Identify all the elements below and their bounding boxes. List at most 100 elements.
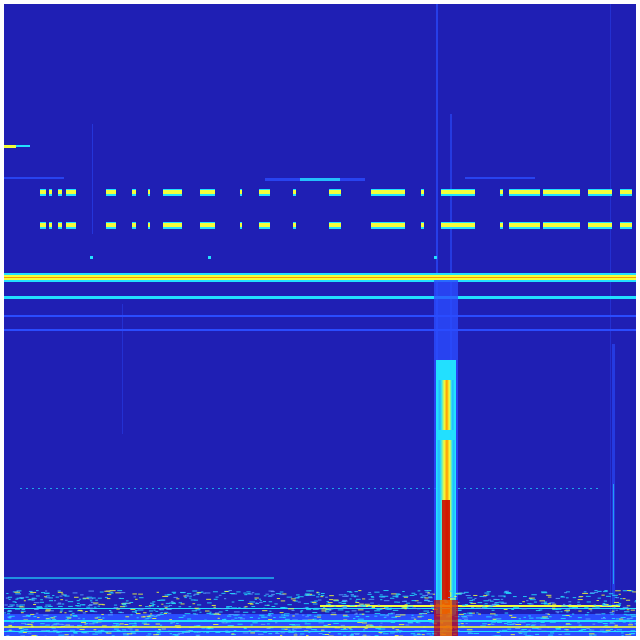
noise-speck — [613, 629, 617, 631]
noise-speck — [476, 612, 479, 614]
dash — [40, 190, 46, 194]
noise-speck — [357, 605, 363, 607]
noise-speck — [379, 614, 386, 616]
noise-speck — [283, 617, 286, 619]
noise-speck — [164, 607, 168, 609]
noise-speck — [67, 617, 72, 619]
noise-speck — [229, 593, 236, 595]
noise-speck — [600, 617, 607, 619]
noise-speck — [108, 592, 114, 594]
vertical-line — [610, 4, 611, 636]
noise-speck — [292, 630, 297, 632]
noise-speck — [46, 595, 50, 597]
noise-speck — [145, 618, 149, 620]
noise-speck — [31, 634, 37, 636]
noise-speck — [522, 601, 525, 603]
noise-speck — [421, 630, 427, 632]
noise-speck — [167, 612, 172, 614]
noise-speck — [424, 599, 429, 601]
dot — [140, 488, 142, 489]
noise-speck — [189, 595, 192, 597]
noise-speck — [166, 605, 171, 607]
noise-speck — [270, 591, 275, 593]
noise-speck — [203, 592, 206, 594]
dash — [500, 223, 503, 227]
noise-speck — [409, 594, 415, 596]
noise-speck — [45, 624, 50, 626]
noise-speck — [360, 604, 367, 606]
noise-speck — [312, 608, 319, 610]
noise-speck — [579, 596, 584, 598]
noise-speck — [45, 610, 50, 612]
noise-speck — [21, 622, 27, 624]
noise-speck — [288, 631, 295, 633]
noise-speck — [463, 591, 469, 593]
noise-speck — [118, 611, 122, 613]
noise-speck — [468, 632, 472, 634]
noise-speck — [389, 597, 395, 599]
noise-speck — [333, 600, 340, 602]
noise-speck — [565, 623, 570, 625]
dot — [62, 488, 64, 489]
noise-speck — [602, 602, 606, 604]
noise-speck — [376, 608, 382, 610]
noise-speck — [7, 596, 13, 598]
noise-speck — [395, 594, 399, 596]
noise-speck — [427, 601, 433, 603]
dot — [212, 488, 214, 489]
noise-speck — [56, 632, 60, 634]
noise-speck — [286, 596, 293, 598]
noise-speck — [34, 608, 39, 610]
noise-speck — [64, 634, 69, 636]
noise-speck — [317, 594, 321, 596]
noise-speck — [279, 616, 285, 618]
noise-speck — [221, 608, 225, 610]
dot — [290, 488, 292, 489]
noise-speck — [174, 625, 181, 627]
noise-speck — [23, 628, 29, 630]
noise-speck — [262, 610, 268, 612]
noise-speck — [306, 590, 311, 592]
noise-speck — [506, 623, 512, 625]
noise-speck — [589, 629, 592, 631]
noise-speck — [249, 601, 255, 603]
noise-speck — [224, 591, 229, 593]
noise-speck — [209, 613, 216, 615]
noise-speck — [483, 594, 488, 596]
dash — [132, 190, 136, 194]
noise-speck — [138, 593, 143, 595]
dash — [620, 223, 632, 227]
noise-speck — [619, 608, 626, 610]
noise-speck — [134, 612, 138, 614]
noise-speck — [187, 618, 192, 620]
noise-speck — [119, 623, 124, 625]
noise-speck — [349, 598, 352, 600]
noise-speck — [564, 592, 567, 594]
band — [4, 277, 636, 278]
noise-speck — [484, 603, 488, 605]
noise-speck — [125, 616, 130, 618]
noise-speck — [467, 632, 474, 634]
noise-speck — [419, 612, 424, 614]
noise-speck — [142, 616, 146, 618]
noise-speck — [165, 602, 170, 604]
vertical-line — [122, 304, 123, 434]
dot — [230, 488, 232, 489]
noise-speck — [291, 624, 297, 626]
noise-speck — [463, 619, 469, 621]
noise-speck — [403, 596, 408, 598]
noise-speck — [306, 635, 309, 636]
noise-speck — [549, 602, 555, 604]
noise-speck — [215, 596, 219, 598]
noise-speck — [163, 613, 168, 615]
noise-speck — [490, 623, 493, 625]
noise-speck — [119, 598, 124, 600]
noise-speck — [254, 630, 260, 632]
noise-speck — [94, 631, 98, 633]
noise-speck — [367, 624, 373, 626]
noise-speck — [491, 603, 496, 605]
noise-speck — [593, 634, 597, 636]
noise-speck — [604, 624, 608, 626]
noise-speck — [76, 605, 81, 607]
noise-speck — [243, 628, 247, 630]
